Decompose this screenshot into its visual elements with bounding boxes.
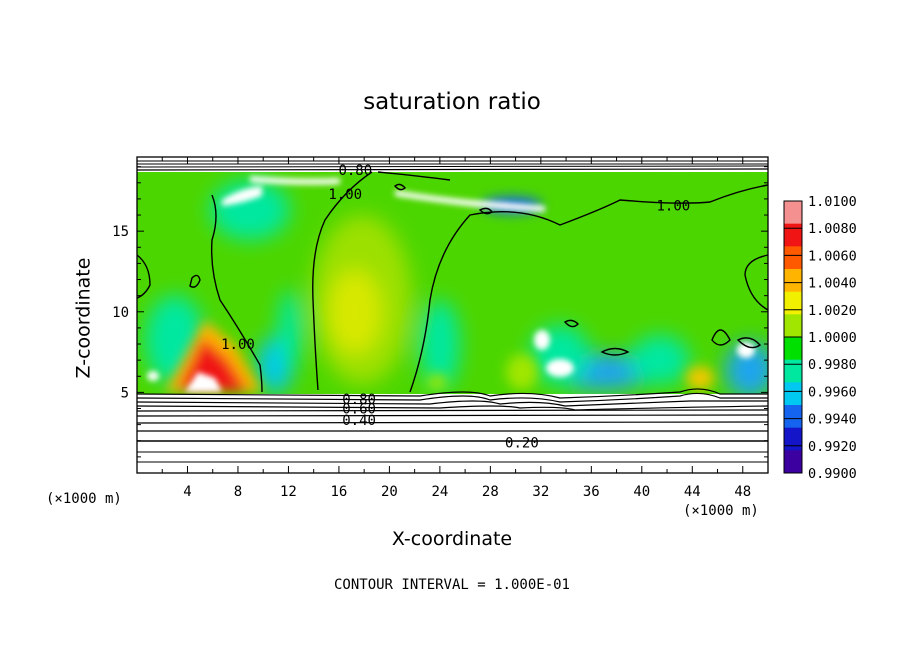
x-tick-label: 8 — [234, 484, 242, 500]
contour-line — [600, 347, 630, 356]
contour-label: 1.00 — [656, 198, 690, 214]
contour-line — [478, 207, 493, 215]
saturation-field — [137, 172, 768, 394]
x-unit-label-left: (×1000 m) — [46, 491, 122, 507]
x-tick-label: 28 — [482, 484, 499, 500]
contour-line — [136, 409, 769, 412]
contour-line — [189, 274, 201, 288]
field-patch-white-2 — [395, 190, 545, 212]
field-patch-white-5 — [546, 359, 574, 377]
colorbar-swatch — [784, 246, 802, 270]
contour-label: 0.80 — [342, 392, 376, 408]
x-tick-label: 24 — [431, 484, 448, 500]
contour-line — [744, 254, 769, 311]
contour-label: 1.00 — [328, 187, 362, 203]
x-tick-label: 20 — [381, 484, 398, 500]
field-patch-lime-1 — [506, 354, 538, 390]
colorbar-label: 1.0100 — [808, 194, 857, 210]
colorbar-swatch — [784, 291, 802, 315]
colorbar-label: 0.9900 — [808, 466, 857, 482]
contour-line — [136, 388, 768, 399]
contour-line — [711, 329, 731, 346]
contour-line — [136, 405, 769, 411]
contour-line — [736, 337, 762, 349]
colorbar-label: 1.0060 — [808, 248, 857, 264]
y-tick-label: 15 — [112, 224, 129, 240]
field-patch-white-1 — [185, 372, 222, 392]
contour-label: 1.00 — [221, 337, 255, 353]
colorbar: 1.0100 1.0080 1.0060 1.0040 1.0020 1.0000 0.99… — [783, 194, 857, 482]
contour-line — [377, 171, 451, 181]
contour-line — [136, 168, 769, 171]
x-unit-label-right: (×1000 m) — [683, 503, 759, 519]
colorbar-label: 1.0020 — [808, 303, 857, 319]
x-tick-label: 36 — [583, 484, 600, 500]
x-tick-label: 32 — [532, 484, 549, 500]
field-patch-yellow — [329, 270, 381, 354]
colorbar-label: 0.9920 — [808, 439, 857, 455]
horizontal-contours — [136, 160, 769, 463]
x-tick-label: 44 — [684, 484, 701, 500]
contour-line — [136, 421, 769, 424]
x-tick-label: 4 — [183, 484, 191, 500]
field-patch-yellow-2 — [686, 366, 714, 390]
contour-label: 0.80 — [338, 163, 372, 179]
contour-label: 0.40 — [342, 413, 376, 429]
colorbar-swatch — [784, 269, 802, 293]
colorbar-label: 0.9940 — [808, 412, 857, 428]
field-patch-white-6 — [534, 330, 550, 350]
y-tick-label: 5 — [121, 385, 129, 401]
contour-line — [312, 171, 373, 391]
x-tick-label: 12 — [280, 484, 297, 500]
field-patch-teal-5 — [210, 180, 290, 240]
contour-line — [394, 183, 406, 191]
field-patch-teal-1 — [278, 290, 302, 370]
field-patch-white-4 — [250, 176, 340, 185]
contour-line — [136, 254, 151, 299]
colorbar-swatch — [784, 427, 802, 451]
field-patch-teal-4 — [630, 335, 690, 385]
field-patch-white-7 — [737, 342, 755, 358]
contour-labels: 0.801.001.001.000.800.600.400.20 — [221, 163, 690, 451]
colorbar-swatch — [784, 405, 802, 429]
contour-lines — [136, 171, 769, 393]
contour-line — [563, 319, 579, 328]
colorbar-swatch — [784, 201, 802, 225]
field-patch-blue-2 — [725, 342, 768, 394]
colorbar-label: 1.0080 — [808, 221, 857, 237]
colorbar-swatch — [784, 337, 802, 361]
contour-line — [136, 414, 769, 417]
contour-interval-note: CONTOUR INTERVAL = 1.000E-01 — [333, 577, 570, 593]
y-tick-label: 10 — [112, 305, 129, 321]
plot-frame — [136, 156, 769, 474]
colorbar-swatch — [784, 223, 802, 247]
contour-label: 0.60 — [342, 402, 376, 418]
colorbar-label: 1.0040 — [808, 276, 857, 292]
chart-title: saturation ratio — [363, 89, 541, 115]
colorbar-swatch — [784, 314, 802, 338]
contour-line — [136, 400, 768, 407]
contour-line — [210, 194, 263, 393]
contour-line — [409, 184, 769, 393]
colorbar-label: 1.0000 — [808, 330, 857, 346]
colorbar-swatch — [784, 382, 802, 406]
x-tick-label: 16 — [330, 484, 347, 500]
x-tick-label: 40 — [633, 484, 650, 500]
contour-line — [136, 165, 769, 168]
field-patch-lime-2 — [427, 374, 447, 390]
field-patch-white-8 — [147, 371, 159, 381]
x-tick-label: 48 — [734, 484, 751, 500]
contour-label: 0.20 — [505, 435, 539, 451]
field-patch-teal-2 — [420, 300, 460, 390]
colorbar-swatch — [784, 359, 802, 383]
field-patch-white-3 — [222, 186, 262, 206]
colorbar-label: 0.9960 — [808, 384, 857, 400]
colorbar-swatch — [784, 450, 802, 474]
contour-line — [136, 392, 768, 403]
x-axis-label: X-coordinate — [391, 528, 513, 550]
colorbar-label: 0.9980 — [808, 357, 857, 373]
